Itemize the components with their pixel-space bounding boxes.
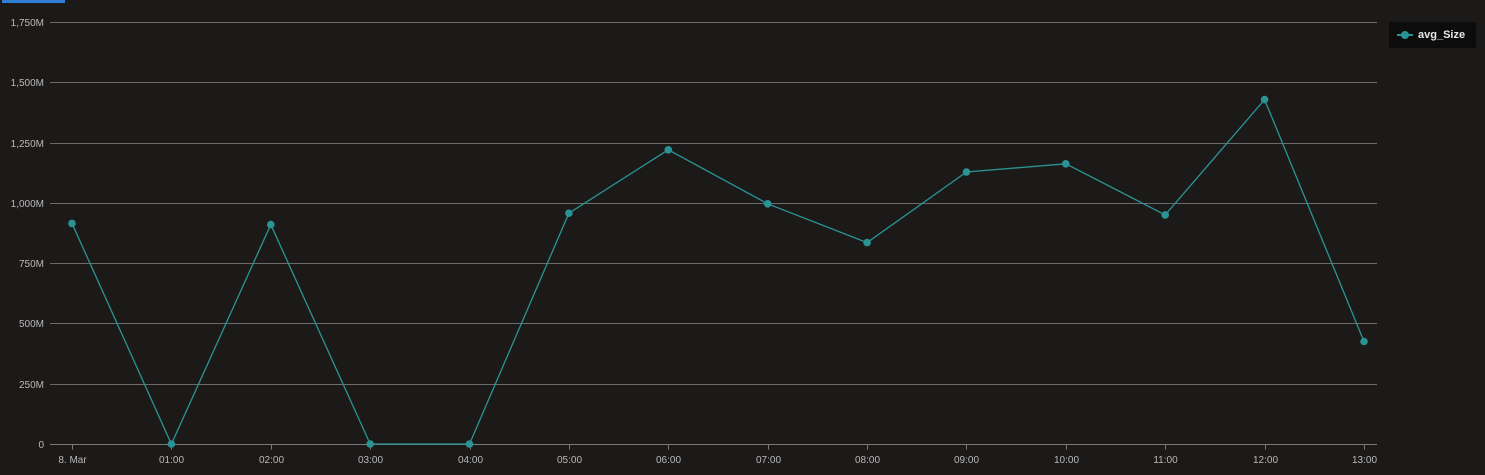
data-point [565,209,573,217]
x-tick-label: 8. Mar [58,455,87,466]
legend-label: avg_Size [1418,29,1466,41]
x-tick-label: 03:00 [358,455,383,466]
legend[interactable]: avg_Size [1389,22,1476,48]
y-tick-label: 1,000M [11,199,44,210]
data-point [1260,95,1269,104]
legend-swatch-dot [1401,31,1409,39]
data-point [962,168,971,176]
data-point [1360,337,1368,346]
data-point [167,440,176,448]
x-tick-label: 07:00 [756,455,781,466]
x-tick-label: 04:00 [458,455,483,466]
x-tick-label: 12:00 [1253,455,1278,466]
y-tick-label: 0 [38,440,44,451]
x-tick-label: 11:00 [1153,455,1178,466]
data-point [1161,211,1169,219]
y-tick-label: 500M [19,319,44,330]
data-point [763,200,772,208]
x-tick-label: 01:00 [159,455,184,466]
legend-swatch-icon [1397,30,1413,40]
data-point [1062,160,1070,168]
x-tick-label: 10:00 [1054,455,1079,466]
active-tab-indicator [2,0,65,3]
data-point [366,440,375,448]
y-tick-label: 1,750M [11,18,44,29]
x-tick-label: 06:00 [656,455,681,466]
y-tick-label: 750M [19,259,44,270]
x-tick-label: 09:00 [954,455,979,466]
y-tick-label: 250M [19,380,44,391]
data-point [68,219,76,228]
data-point [267,220,275,229]
y-tick-label: 1,500M [11,78,44,89]
x-tick-label: 13:00 [1352,455,1377,466]
data-point [465,440,474,448]
x-tick-label: 08:00 [855,455,880,466]
y-tick-label: 1,250M [11,139,44,150]
x-tick-label: 05:00 [557,455,582,466]
data-point [863,238,871,247]
x-tick-label: 02:00 [259,455,284,466]
series-line [71,98,1365,446]
data-point [664,146,673,154]
